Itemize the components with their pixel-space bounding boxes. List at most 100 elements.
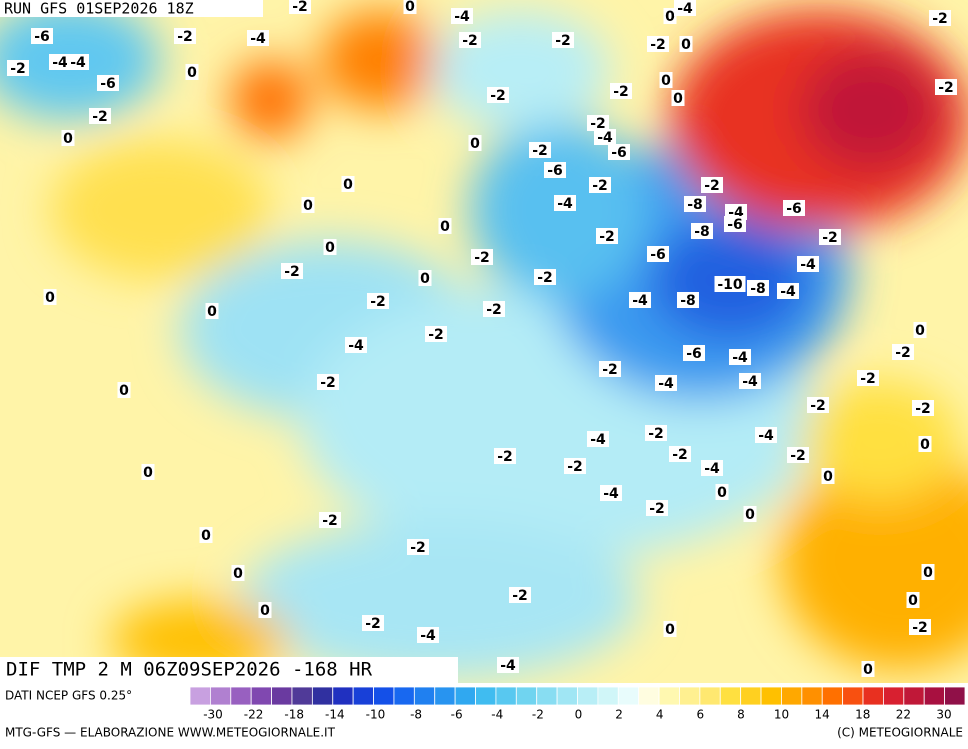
colorbar-label: 10 (774, 708, 789, 722)
isoline-label-box (494, 448, 516, 464)
header-box (0, 0, 263, 17)
isoline-label-box (929, 10, 951, 26)
isoline-label-box (747, 280, 769, 296)
isoline-label: -4 (677, 1, 693, 17)
isoline-label: -2 (912, 620, 928, 636)
isoline-label: -2 (92, 109, 108, 125)
credit-right: (C) METEOGIORNALE (837, 726, 963, 740)
isoline-label-box (418, 270, 432, 286)
isoline-label-box (407, 539, 429, 555)
isoline-label: 0 (923, 565, 933, 581)
isoline-label: -4 (632, 293, 648, 309)
isoline-label: -2 (860, 371, 876, 387)
field-title: DIF TMP 2 M 06Z09SEP2026 -168 HR (6, 659, 373, 681)
colorbar-swatch (801, 686, 823, 706)
isoline-label: 0 (260, 603, 270, 619)
isoline-label-box (783, 200, 805, 216)
isoline-label-box (97, 75, 119, 91)
isoline-label: -2 (613, 84, 629, 100)
isoline-label-box (683, 345, 705, 361)
isoline-label: -2 (938, 80, 954, 96)
colorbar-swatch (923, 686, 946, 706)
isoline-label: -2 (284, 264, 300, 280)
isoline-label: -2 (592, 178, 608, 194)
colorbar-label: -22 (244, 708, 264, 722)
isoline-label: -4 (597, 130, 613, 146)
colorbar-swatch (577, 686, 599, 706)
colorbar-swatch (658, 686, 680, 706)
isoline-label-box (645, 425, 667, 441)
colorbar-label: -8 (410, 708, 422, 722)
colorbar-swatch (903, 686, 925, 706)
isoline-label-box (589, 177, 611, 193)
isoline-label-box (341, 176, 355, 192)
isoline-label: -4 (420, 628, 436, 644)
isoline-label-box (797, 256, 819, 272)
isoline-label-box (31, 28, 53, 44)
colorbar-swatch (781, 686, 803, 706)
isoline-label-box (199, 527, 213, 543)
isoline-label: 0 (717, 485, 727, 501)
isoline-label-box (755, 427, 777, 443)
isoline-label: -6 (686, 346, 702, 362)
isoline-label-box (701, 177, 723, 193)
isoline-label: -2 (555, 33, 571, 49)
isoline-label: -2 (599, 229, 615, 245)
isoline-label: -4 (250, 31, 266, 47)
run-title: RUN GFS 01SEP2026 18Z (4, 0, 194, 18)
isoline-label-box (362, 615, 384, 631)
isoline-label-box (647, 36, 669, 52)
isoline-label-box (185, 64, 199, 80)
isoline-label: -4 (454, 9, 470, 25)
colorbar-label: 0 (575, 708, 583, 722)
isoline-label: -6 (100, 76, 116, 92)
colorbar-label: -14 (325, 708, 345, 722)
isoline-label-box (425, 326, 447, 342)
colorbar-swatch (760, 686, 782, 706)
colorbar-label: 4 (656, 708, 664, 722)
isoline-label-box (301, 197, 315, 213)
isoline-label: -8 (680, 293, 696, 309)
isoline-label-box (323, 239, 337, 255)
isoline-label-box (552, 32, 574, 48)
isoline-label-box (367, 293, 389, 309)
isoline-label-box (594, 129, 616, 145)
isoline-label: -6 (34, 29, 50, 45)
colorbar-swatch (679, 686, 701, 706)
isoline-label-box (231, 565, 245, 581)
isoline-label: 0 (201, 528, 211, 544)
isoline-label-box (417, 627, 439, 643)
colorbar-label: -10 (366, 708, 386, 722)
isoline-label: 0 (661, 73, 671, 89)
isoline-label: -4 (500, 658, 516, 674)
isoline-label-box (117, 382, 131, 398)
isoline-label-box (289, 0, 311, 14)
isoline-label-box (529, 142, 551, 158)
colorbar-label: -2 (532, 708, 544, 722)
isoline-label-box (777, 283, 799, 299)
colorbar-swatch (271, 686, 293, 706)
colorbar-swatch (332, 686, 354, 706)
isoline-label-box (857, 370, 879, 386)
isoline-label-box (451, 8, 473, 24)
isoline-label-box (49, 54, 71, 70)
isoline-label-box (691, 223, 713, 239)
colorbar-swatch (352, 686, 374, 706)
isoline-label-box (487, 87, 509, 103)
isoline-label-box (587, 431, 609, 447)
isoline-label-box (497, 657, 519, 673)
isoline-label-box (663, 621, 677, 637)
colorbar-label: -4 (491, 708, 503, 722)
colorbar-swatch (393, 686, 415, 706)
isoline-label-box (918, 436, 932, 452)
isoline-label-box (599, 361, 621, 377)
isoline-label-box (600, 485, 622, 501)
isoline-label: -2 (648, 426, 664, 442)
data-source: DATI NCEP GFS 0.25° (5, 689, 132, 703)
isoline-label: 0 (119, 383, 129, 399)
isoline-label: -2 (822, 230, 838, 246)
isoline-label-box (861, 661, 875, 677)
colorbar-swatch (515, 686, 538, 706)
isoline-label-box (674, 0, 696, 16)
isoline-label: -4 (800, 257, 816, 273)
